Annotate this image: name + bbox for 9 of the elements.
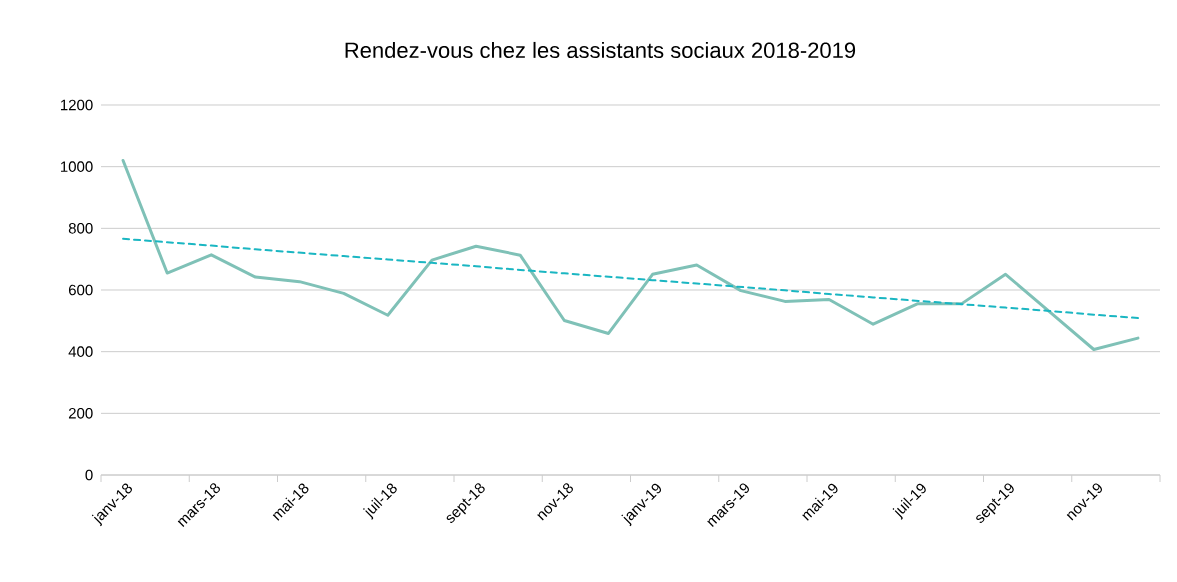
y-tick-label: 600 (68, 284, 93, 296)
y-tick-label: 400 (68, 346, 93, 357)
line-series (121, 159, 1140, 351)
y-tick-label: 800 (68, 223, 93, 234)
y-tick-label: 1200 (61, 99, 93, 111)
chart-title: Rendez-vous chez les assistants sociaux 2018-2019 (345, 41, 856, 59)
y-tick-label: 0 (85, 469, 93, 481)
y-tick-label: 1000 (61, 161, 93, 172)
y-tick-label: 200 (68, 408, 93, 419)
